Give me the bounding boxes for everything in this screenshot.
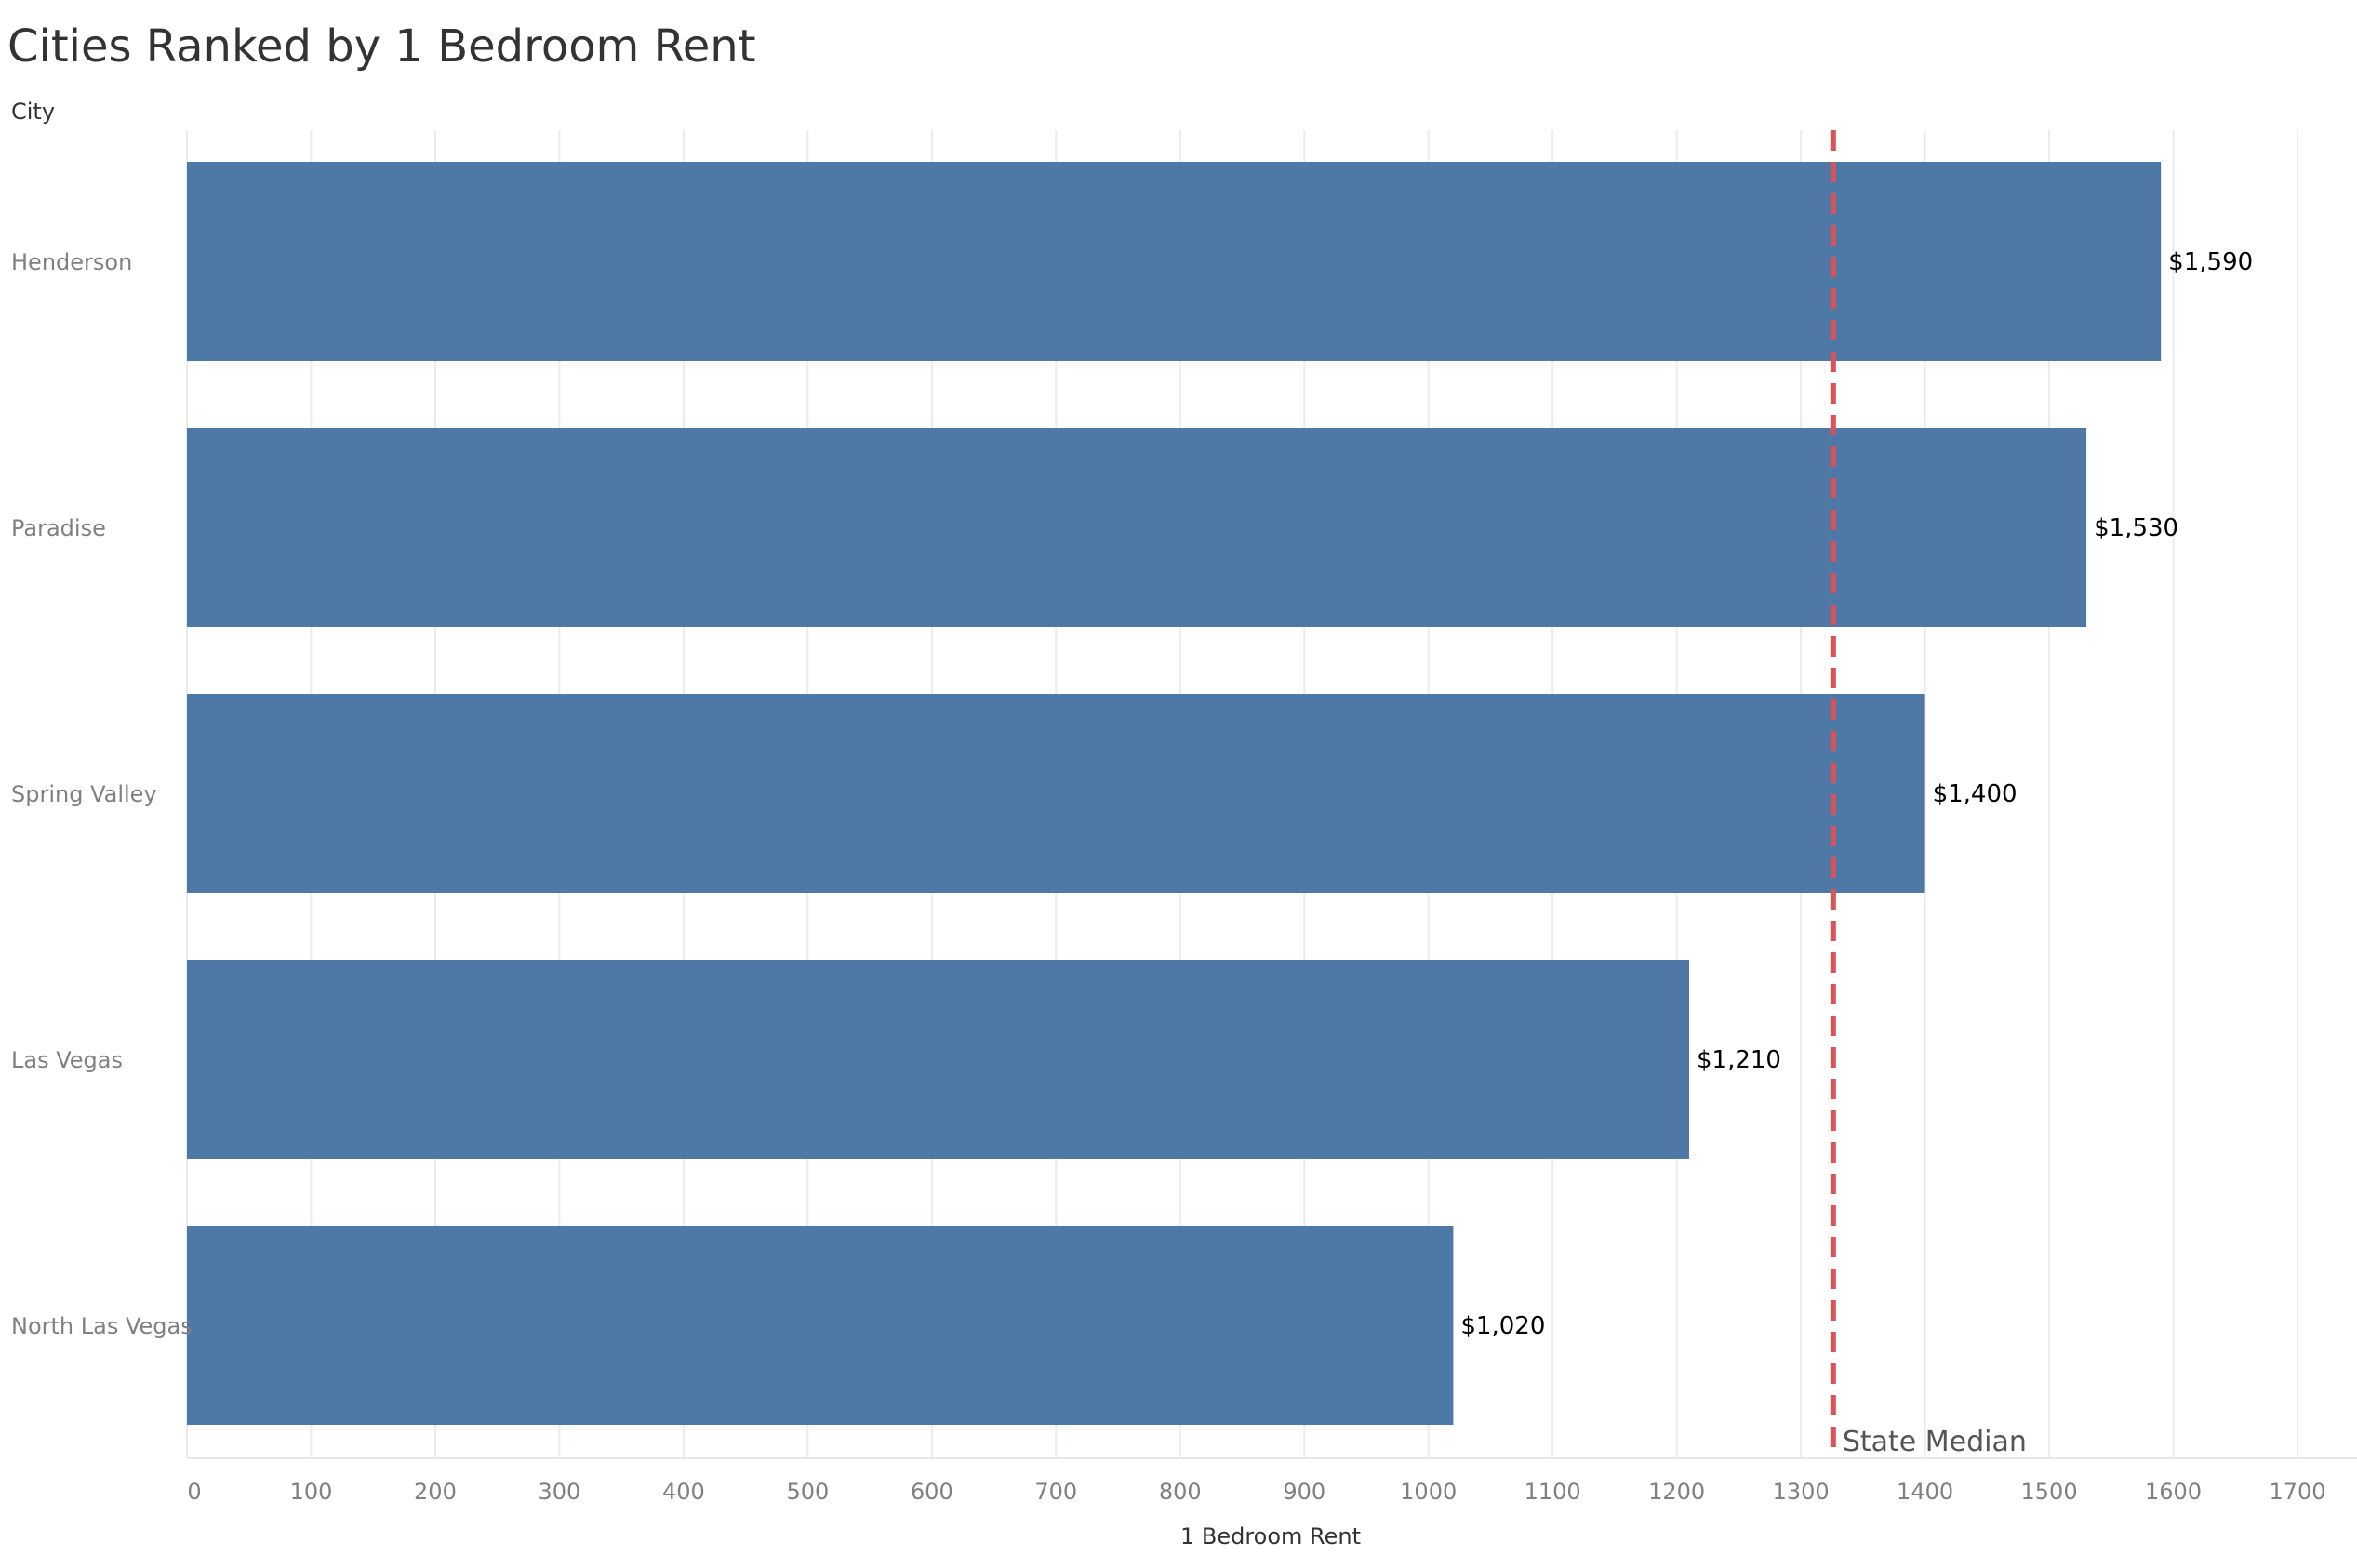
x-tick-label: 0 bbox=[187, 1479, 201, 1505]
x-axis-ticks: 0 100 200 300 400 500 600 700 800 900 1000 1100 1200… bbox=[187, 1479, 2325, 1505]
category-label: Paradise bbox=[11, 515, 106, 541]
category-labels: Henderson Paradise Spring Valley Las Vegas N… bbox=[11, 249, 193, 1339]
x-tick-label: 300 bbox=[539, 1479, 581, 1505]
data-label: $1,020 bbox=[1460, 1312, 1545, 1340]
reference-line-group: State Median bbox=[1830, 130, 2027, 1458]
x-tick-label: 1700 bbox=[2269, 1479, 2325, 1505]
x-tick-label: 200 bbox=[414, 1479, 457, 1505]
category-label: Spring Valley bbox=[11, 781, 157, 807]
data-label: $1,590 bbox=[2168, 248, 2253, 276]
x-tick-label: 400 bbox=[662, 1479, 705, 1505]
bar-paradise bbox=[187, 428, 2087, 627]
bars bbox=[187, 162, 2162, 1425]
data-label: $1,210 bbox=[1697, 1046, 1781, 1074]
bar-henderson bbox=[187, 162, 2162, 361]
y-axis-title: City bbox=[11, 99, 55, 125]
category-label: North Las Vegas bbox=[11, 1313, 193, 1339]
x-tick-label: 1000 bbox=[1400, 1479, 1457, 1505]
chart-title: Cities Ranked by 1 Bedroom Rent bbox=[7, 20, 756, 73]
x-tick-label: 900 bbox=[1283, 1479, 1325, 1505]
bar-spring-valley bbox=[187, 694, 1925, 893]
x-tick-label: 700 bbox=[1034, 1479, 1077, 1505]
x-tick-label: 1100 bbox=[1525, 1479, 1581, 1505]
x-tick-label: 1200 bbox=[1648, 1479, 1705, 1505]
x-tick-label: 100 bbox=[290, 1479, 333, 1505]
x-tick-label: 800 bbox=[1159, 1479, 1202, 1505]
bar-las-vegas bbox=[187, 960, 1689, 1159]
x-axis-title: 1 Bedroom Rent bbox=[1180, 1523, 1361, 1549]
data-label: $1,400 bbox=[1933, 780, 2017, 808]
x-tick-label: 1500 bbox=[2021, 1479, 2078, 1505]
x-tick-label: 500 bbox=[786, 1479, 829, 1505]
x-tick-label: 600 bbox=[911, 1479, 953, 1505]
x-tick-label: 1300 bbox=[1773, 1479, 1830, 1505]
x-tick-label: 1600 bbox=[2145, 1479, 2202, 1505]
data-labels: $1,590 $1,530 $1,400 $1,210 $1,020 bbox=[1460, 248, 2253, 1340]
data-label: $1,530 bbox=[2094, 514, 2178, 542]
category-label: Las Vegas bbox=[11, 1047, 123, 1073]
state-median-label: State Median bbox=[1843, 1426, 2027, 1458]
category-label: Henderson bbox=[11, 249, 132, 275]
bar-north-las-vegas bbox=[187, 1226, 1454, 1425]
x-tick-label: 1400 bbox=[1897, 1479, 1953, 1505]
